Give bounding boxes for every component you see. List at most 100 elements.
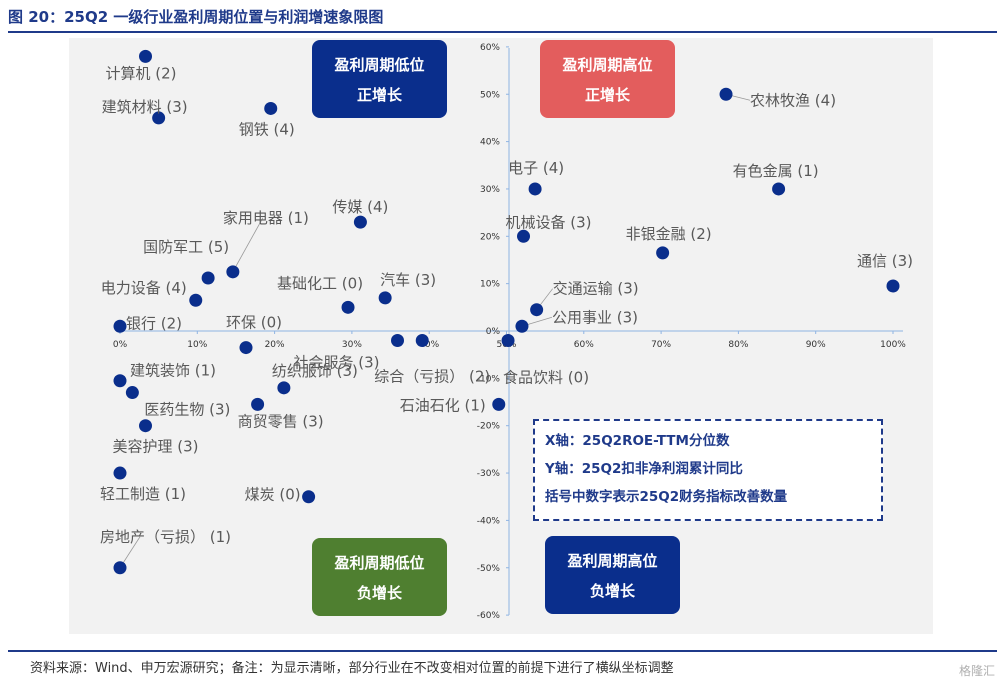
x-tick-label: 80% bbox=[728, 340, 748, 350]
data-point bbox=[719, 87, 733, 101]
point-label: 通信 (3) bbox=[857, 252, 913, 270]
axis-legend-box: X轴：25Q2ROE-TTM分位数 Y轴：25Q2扣非净利润累计同比 括号中数字… bbox=[533, 419, 883, 521]
point-label: 电力设备 (4) bbox=[101, 279, 187, 297]
y-tick-label: 40% bbox=[480, 138, 500, 148]
point-label: 社会服务 (3) bbox=[294, 353, 380, 371]
point-label: 农林牧渔 (4) bbox=[750, 91, 836, 109]
y-tick-label: 50% bbox=[480, 90, 500, 100]
data-point bbox=[656, 246, 670, 260]
quadrant-label-line1: 盈利周期高位 bbox=[566, 552, 657, 570]
data-point bbox=[528, 182, 542, 196]
point-label: 食品饮料 (0) bbox=[503, 368, 589, 386]
point-label: 钢铁 (4) bbox=[239, 120, 295, 138]
point-label: 计算机 (2) bbox=[106, 64, 177, 82]
data-point bbox=[113, 561, 127, 575]
point-label: 轻工制造 (1) bbox=[100, 485, 186, 503]
point-label: 非银金融 (2) bbox=[626, 225, 712, 243]
quadrant-badge-bg bbox=[545, 536, 680, 614]
data-point bbox=[152, 111, 166, 125]
quadrant-label-line2: 正增长 bbox=[585, 86, 631, 104]
y-tick-label: 30% bbox=[480, 185, 500, 195]
point-label: 公用事业 (3) bbox=[552, 308, 638, 326]
point-label: 建筑装饰 (1) bbox=[130, 362, 216, 380]
data-point bbox=[515, 319, 529, 333]
point-label: 传媒 (4) bbox=[332, 198, 388, 216]
quadrant-label-line2: 正增长 bbox=[357, 86, 403, 104]
quadrant-label-line1: 盈利周期低位 bbox=[333, 56, 424, 74]
data-point bbox=[391, 333, 405, 347]
data-point bbox=[530, 303, 544, 317]
data-point bbox=[125, 386, 139, 400]
watermark: 格隆汇 bbox=[958, 664, 995, 678]
y-tick-label: -60% bbox=[477, 611, 501, 621]
point-label: 纺织服饰 (3) bbox=[272, 362, 358, 380]
plot-area-background bbox=[69, 38, 933, 634]
label-layer: 计算机 (2) 建筑材料 (3) 钢铁 (4) 农林牧渔 (4) 电子 (4) 有色金属 … bbox=[100, 64, 913, 545]
data-point bbox=[415, 333, 429, 347]
legend-y-axis-note: Y轴：25Q2扣非净利润累计同比 bbox=[545, 461, 743, 477]
quadrant-badge-bg bbox=[312, 40, 447, 118]
y-tick-label: -50% bbox=[477, 564, 501, 574]
data-point bbox=[113, 374, 127, 388]
data-point bbox=[341, 300, 355, 314]
y-tick-label: 10% bbox=[480, 280, 500, 290]
point-label: 交通运输 (3) bbox=[553, 280, 639, 298]
data-point bbox=[353, 215, 367, 229]
x-tick-label: 100% bbox=[880, 340, 906, 350]
point-label: 电子 (4) bbox=[508, 159, 564, 177]
point-layer bbox=[113, 49, 900, 575]
point-label: 国防军工 (5) bbox=[143, 238, 229, 256]
data-point bbox=[113, 319, 127, 333]
data-point bbox=[226, 265, 240, 279]
data-point bbox=[139, 49, 153, 63]
y-tick-label: -10% bbox=[477, 374, 501, 384]
data-point bbox=[251, 397, 265, 411]
quadrant-badge-bg bbox=[540, 40, 675, 118]
quadrant-label-line1: 盈利周期低位 bbox=[333, 554, 424, 572]
y-tick-label: 20% bbox=[480, 232, 500, 242]
point-label: 汽车 (3) bbox=[380, 271, 436, 289]
point-label: 家用电器 (1) bbox=[223, 209, 309, 227]
point-label: 有色金属 (1) bbox=[733, 162, 819, 180]
data-point bbox=[264, 101, 278, 115]
legend-x-axis-note: X轴：25Q2ROE-TTM分位数 bbox=[545, 433, 730, 449]
x-tick-label: 70% bbox=[651, 340, 671, 350]
data-point bbox=[772, 182, 786, 196]
point-label: 房地产（亏损） (1) bbox=[100, 528, 231, 546]
axis-layer: 0% 10% 20% 30% 40% 50% 60% 70% 80% 90% 100% -60% -50… bbox=[113, 43, 906, 621]
data-point bbox=[139, 419, 153, 433]
point-label: 建筑材料 (3) bbox=[102, 98, 188, 116]
data-point bbox=[239, 341, 253, 355]
x-tick-label: 90% bbox=[806, 340, 826, 350]
quadrant-label-line1: 盈利周期高位 bbox=[561, 56, 652, 74]
point-label: 医药生物 (3) bbox=[144, 401, 230, 419]
title-rule bbox=[8, 31, 997, 33]
y-tick-label: 0% bbox=[486, 327, 501, 337]
y-tick-label: 60% bbox=[480, 43, 500, 53]
data-point bbox=[378, 291, 392, 305]
point-label: 综合（亏损） (2) bbox=[374, 367, 490, 385]
y-tick-label: -20% bbox=[477, 422, 501, 432]
quadrant-label-line2: 负增长 bbox=[590, 582, 636, 600]
leader-line bbox=[232, 217, 264, 273]
source-rule bbox=[8, 650, 997, 652]
x-tick-label: 10% bbox=[187, 340, 207, 350]
data-point bbox=[886, 279, 900, 293]
x-tick-label: 40% bbox=[419, 340, 439, 350]
data-point bbox=[189, 293, 203, 307]
y-tick-label: -30% bbox=[477, 469, 501, 479]
point-label: 石油石化 (1) bbox=[400, 396, 486, 414]
data-point bbox=[113, 466, 127, 480]
data-point bbox=[201, 271, 215, 285]
legend-bracket-note: 括号中数字表示25Q2财务指标改善数量 bbox=[545, 489, 788, 505]
x-tick-label: 0% bbox=[113, 340, 128, 350]
point-label: 环保 (0) bbox=[226, 314, 282, 332]
y-tick-label: -40% bbox=[477, 516, 501, 526]
point-label: 银行 (2) bbox=[126, 314, 182, 332]
point-label: 商贸零售 (3) bbox=[238, 412, 324, 430]
